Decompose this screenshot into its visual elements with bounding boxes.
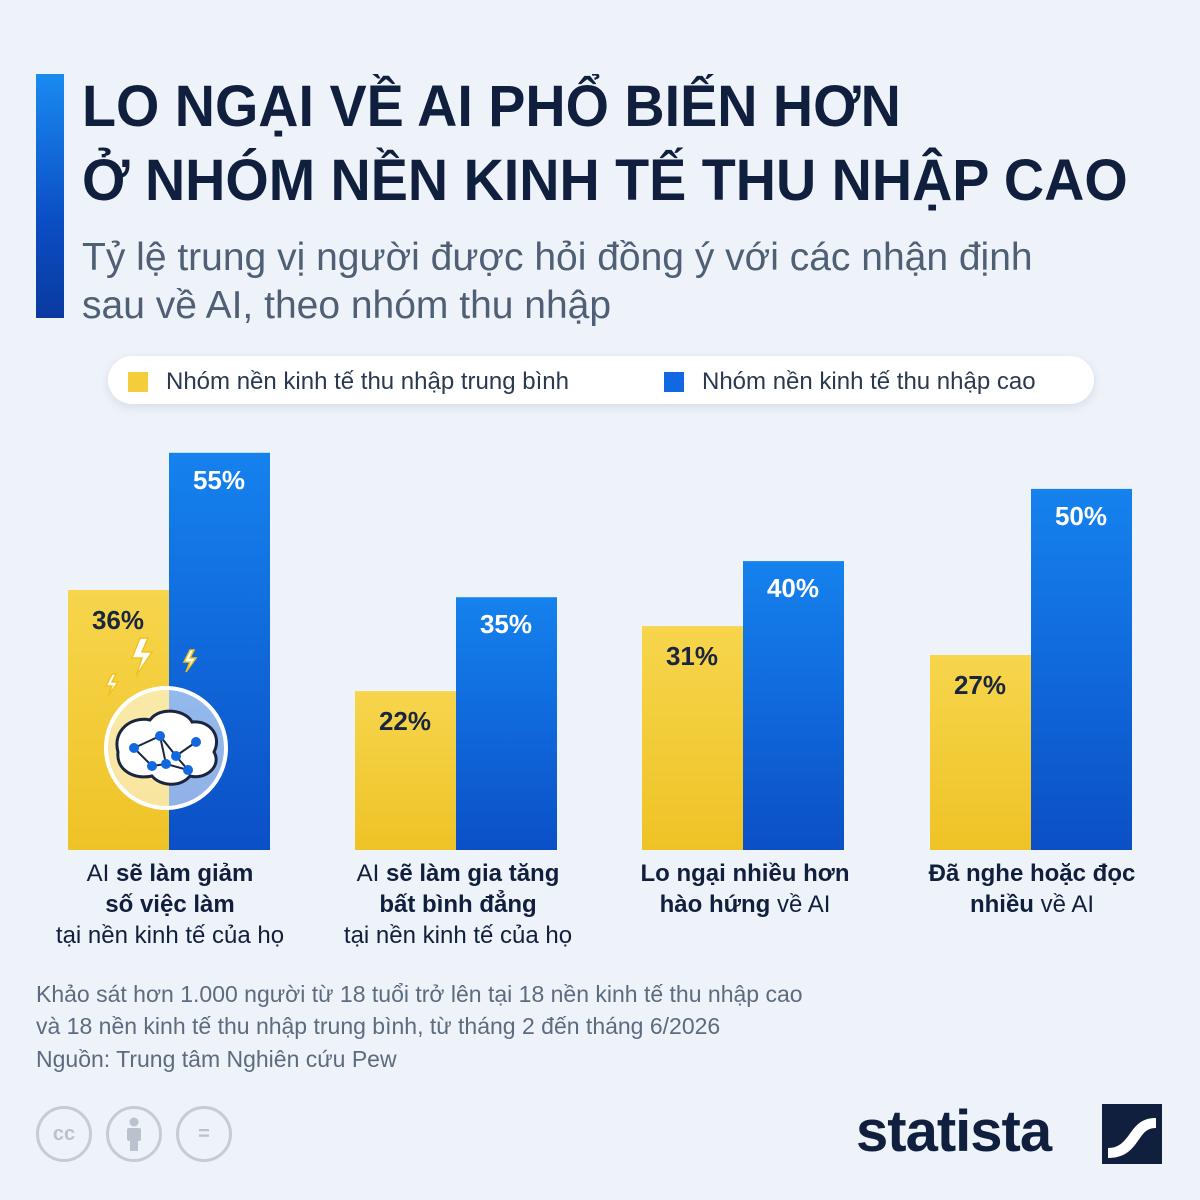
legend-item-high-income: Nhóm nền kinh tế thu nhập cao bbox=[664, 368, 1036, 396]
category-label-heard: Đã nghe hoặc đọc nhiều về AI bbox=[928, 860, 1136, 918]
title-line-2: Ở NHÓM NỀN KINH TẾ THU NHẬP CAO bbox=[82, 148, 1128, 213]
bar-chart bbox=[68, 452, 1132, 850]
title-line-1: LO NGẠI VỀ AI PHỔ BIẾN HƠN bbox=[82, 74, 901, 139]
bar-high-2 bbox=[743, 561, 844, 850]
bar-middle-3 bbox=[930, 655, 1031, 850]
legend-label-middle-income: Nhóm nền kinh tế thu nhập trung bình bbox=[166, 368, 569, 395]
no-derivatives-icon[interactable]: = bbox=[176, 1106, 232, 1162]
legend-swatch-high-income bbox=[664, 372, 684, 392]
survey-note-line-2: và 18 nền kinh tế thu nhập trung bình, t… bbox=[36, 1013, 721, 1039]
bar-value-label-high-0: 55% bbox=[192, 464, 246, 495]
survey-note-line-1: Khảo sát hơn 1.000 người từ 18 tuổi trở … bbox=[36, 981, 803, 1007]
bar-value-label-high-1: 35% bbox=[479, 609, 533, 640]
statista-logo-icon[interactable] bbox=[1102, 1104, 1162, 1164]
category-label-jobs: AI sẽ làm giảm số việc làm tại nền kinh … bbox=[55, 860, 285, 949]
bar-value-label-middle-1: 22% bbox=[378, 706, 432, 737]
source-text: Nguồn: Trung tâm Nghiên cứu Pew bbox=[36, 1046, 397, 1072]
cc-icon[interactable]: cc bbox=[36, 1106, 92, 1162]
attribution-icon[interactable] bbox=[106, 1106, 162, 1162]
bar-value-label-high-2: 40% bbox=[766, 573, 820, 604]
legend-swatch-middle-income bbox=[128, 372, 148, 392]
chart-subtitle: Tỷ lệ trung vị người được hỏi đồng ý với… bbox=[82, 234, 1033, 330]
bar-middle-1 bbox=[355, 691, 456, 850]
bar-value-label-high-3: 50% bbox=[1054, 500, 1108, 531]
bars-group bbox=[68, 452, 1132, 850]
bar-high-3 bbox=[1031, 488, 1132, 850]
legend-item-middle-income: Nhóm nền kinh tế thu nhập trung bình bbox=[128, 368, 569, 396]
subtitle-line-1: Tỷ lệ trung vị người được hỏi đồng ý với… bbox=[82, 236, 1033, 279]
subtitle-line-2: sau về AI, theo nhóm thu nhập bbox=[82, 284, 612, 327]
survey-note: Khảo sát hơn 1.000 người từ 18 tuổi trở … bbox=[36, 978, 803, 1042]
category-label-inequality: AI sẽ làm gia tăng bất bình đẳng tại nền… bbox=[343, 860, 573, 949]
brain-network-icon bbox=[104, 637, 228, 810]
bar-value-label-middle-2: 31% bbox=[665, 641, 719, 672]
bar-high-1 bbox=[456, 597, 557, 850]
statista-logo-text[interactable]: statista bbox=[856, 1099, 1052, 1164]
bar-value-label-middle-0: 36% bbox=[91, 605, 145, 635]
bar-middle-2 bbox=[642, 626, 743, 850]
bar-value-label-middle-3: 27% bbox=[953, 670, 1007, 700]
chart-legend: Nhóm nền kinh tế thu nhập trung bình Nhó… bbox=[108, 356, 1094, 404]
category-label-concerned: Lo ngại nhiều hơn hào hứng về AI bbox=[640, 860, 850, 918]
chart-title: LO NGẠI VỀ AI PHỔ BIẾN HƠN Ở NHÓM NỀN KI… bbox=[82, 70, 1128, 218]
license-icons: cc = bbox=[36, 1106, 232, 1162]
legend-label-high-income: Nhóm nền kinh tế thu nhập cao bbox=[702, 368, 1036, 395]
title-accent-bar bbox=[36, 74, 64, 318]
